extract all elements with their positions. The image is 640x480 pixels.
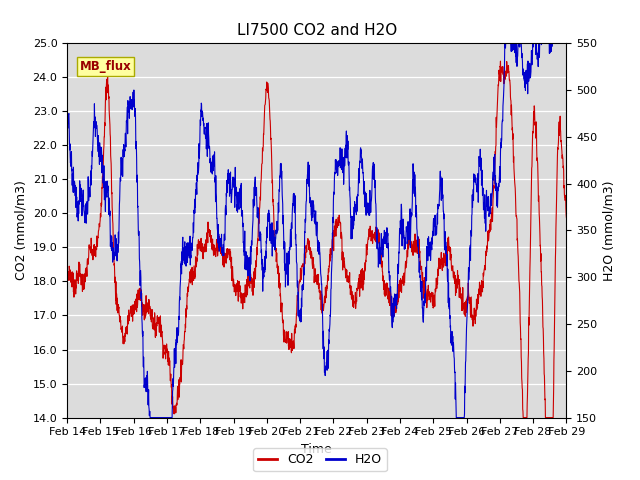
Title: LI7500 CO2 and H2O: LI7500 CO2 and H2O bbox=[237, 23, 397, 38]
Legend: CO2, H2O: CO2, H2O bbox=[253, 448, 387, 471]
Y-axis label: H2O (mmol/m3): H2O (mmol/m3) bbox=[603, 180, 616, 281]
Y-axis label: CO2 (mmol/m3): CO2 (mmol/m3) bbox=[14, 180, 27, 280]
Text: MB_flux: MB_flux bbox=[80, 60, 131, 73]
X-axis label: Time: Time bbox=[301, 443, 332, 456]
